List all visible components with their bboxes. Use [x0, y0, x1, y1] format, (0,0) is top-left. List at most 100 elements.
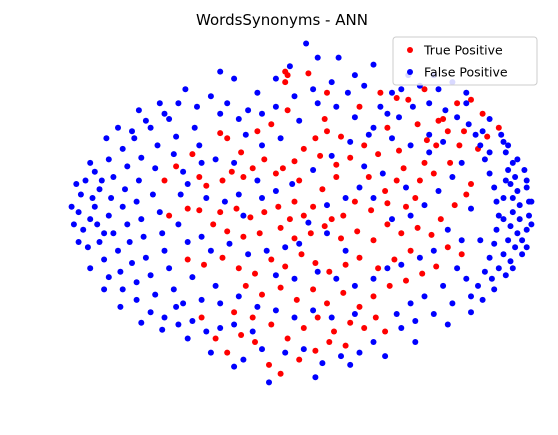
- data-point: [238, 149, 245, 156]
- data-point: [491, 240, 498, 247]
- data-point: [454, 100, 461, 107]
- data-point: [161, 177, 168, 184]
- data-point: [319, 360, 326, 367]
- data-point: [305, 219, 312, 226]
- data-point: [212, 335, 219, 342]
- data-point: [342, 261, 349, 268]
- data-point: [161, 110, 168, 117]
- data-point: [87, 159, 94, 166]
- data-point: [224, 349, 231, 356]
- data-point: [370, 275, 377, 282]
- data-point: [523, 244, 530, 251]
- data-point: [454, 265, 461, 272]
- data-point: [400, 165, 407, 172]
- data-point: [240, 174, 247, 180]
- data-point: [328, 79, 335, 86]
- data-point: [389, 135, 395, 142]
- data-point: [101, 286, 108, 293]
- data-point: [284, 107, 291, 114]
- data-point: [442, 107, 449, 114]
- data-point: [189, 151, 196, 158]
- data-point: [184, 205, 191, 212]
- data-point: [240, 212, 247, 219]
- data-point: [447, 159, 454, 166]
- data-point: [201, 261, 207, 268]
- data-point: [398, 86, 405, 93]
- data-point: [217, 325, 224, 331]
- data-point: [519, 237, 526, 244]
- data-point: [310, 86, 317, 93]
- data-point: [398, 230, 405, 237]
- data-point: [449, 300, 456, 307]
- data-point: [212, 282, 219, 289]
- data-point: [117, 303, 124, 310]
- data-point: [414, 224, 421, 231]
- data-point: [282, 79, 289, 86]
- data-point: [203, 328, 210, 335]
- data-point: [291, 235, 298, 242]
- data-point: [300, 212, 307, 219]
- data-point: [414, 121, 421, 128]
- data-point: [523, 226, 530, 233]
- data-point: [519, 251, 526, 258]
- data-point: [272, 170, 279, 177]
- data-point: [458, 237, 465, 244]
- data-point: [370, 195, 377, 201]
- data-point: [217, 130, 224, 137]
- data-point: [182, 86, 189, 93]
- data-point: [240, 233, 247, 240]
- data-point: [444, 244, 451, 251]
- legend-frame: [392, 36, 538, 86]
- data-point: [491, 184, 498, 191]
- data-point: [135, 177, 142, 184]
- data-point: [335, 54, 342, 61]
- data-point: [384, 265, 391, 272]
- data-point: [254, 177, 261, 184]
- data-point: [105, 274, 112, 281]
- data-point: [177, 191, 184, 198]
- data-point: [317, 152, 324, 159]
- data-point: [412, 318, 419, 324]
- data-point: [268, 121, 275, 128]
- data-point: [312, 374, 319, 381]
- data-point: [458, 159, 465, 166]
- data-point: [428, 231, 435, 238]
- data-point: [368, 207, 375, 214]
- data-point: [468, 96, 474, 103]
- data-point: [300, 346, 307, 353]
- data-point: [356, 303, 363, 310]
- data-point: [154, 142, 161, 149]
- data-point: [166, 116, 173, 122]
- data-point: [175, 221, 182, 228]
- data-point: [249, 165, 256, 172]
- data-point: [416, 177, 423, 184]
- legend-label: True Positive: [423, 43, 503, 58]
- data-point: [444, 128, 451, 135]
- data-point: [314, 314, 321, 321]
- data-point: [435, 188, 442, 194]
- data-point: [426, 131, 433, 138]
- data-point: [268, 256, 275, 263]
- data-point: [124, 163, 131, 170]
- data-point: [384, 110, 391, 117]
- data-point: [184, 335, 191, 342]
- data-point: [82, 177, 89, 184]
- data-point: [282, 244, 289, 251]
- data-point: [305, 70, 312, 77]
- data-point: [468, 309, 474, 316]
- data-point: [296, 117, 303, 124]
- data-point: [98, 177, 105, 184]
- data-point: [303, 40, 310, 47]
- data-point: [505, 142, 512, 149]
- data-point: [219, 177, 226, 184]
- data-point: [94, 221, 101, 228]
- data-point: [486, 116, 493, 122]
- data-point: [486, 254, 493, 261]
- legend-marker: [407, 69, 413, 75]
- data-point: [235, 191, 242, 198]
- data-point: [235, 116, 242, 122]
- data-point: [159, 230, 166, 237]
- data-point: [430, 170, 437, 177]
- data-point: [238, 332, 245, 338]
- data-point: [463, 100, 470, 107]
